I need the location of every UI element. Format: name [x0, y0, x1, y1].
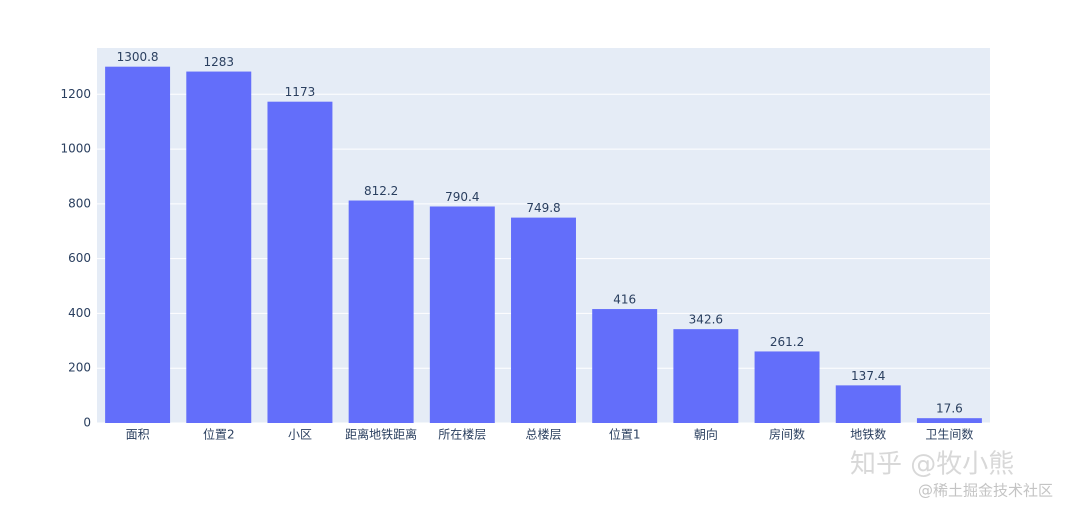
data-label: 1173: [285, 85, 316, 99]
bar: [673, 329, 739, 423]
data-label: 790.4: [445, 190, 479, 204]
data-label: 17.6: [936, 402, 963, 416]
x-tick-label: 朝向: [694, 427, 718, 442]
x-tick-label: 位置1: [609, 427, 641, 442]
watermark: 知乎 @牧小熊: [850, 450, 1014, 480]
bar: [429, 206, 495, 423]
x-tick-label: 卫生间数: [925, 427, 973, 442]
y-tick-label: 200: [68, 361, 91, 375]
bar: [754, 351, 820, 423]
plot-layer: 0 200 400 600 800 1000 1200 面积 1300.8 位置2 1283 小区 11…: [60, 50, 990, 442]
bar: [916, 418, 982, 423]
x-tick-label: 总楼层: [525, 427, 561, 442]
watermark: @稀土掘金技术社区: [918, 482, 1053, 500]
bar: [267, 101, 333, 423]
y-tick-label: 600: [68, 251, 91, 265]
y-tick-label: 1000: [60, 142, 91, 156]
x-tick-label: 距离地铁距离: [345, 427, 417, 442]
x-tick-label: 位置2: [203, 427, 235, 442]
bar: [105, 66, 171, 423]
data-label: 261.2: [770, 335, 804, 349]
data-label: 1283: [203, 55, 234, 69]
x-tick-label: 房间数: [769, 427, 805, 442]
y-tick-label: 0: [83, 416, 91, 430]
data-label: 342.6: [689, 313, 723, 327]
bar: [511, 217, 576, 423]
y-tick-label: 1200: [60, 87, 91, 101]
bar: [592, 309, 658, 423]
x-tick-label: 面积: [126, 428, 150, 442]
bar: [348, 200, 414, 423]
data-label: 137.4: [851, 369, 885, 383]
x-tick-label: 地铁数: [850, 427, 886, 442]
y-tick-label: 400: [68, 306, 91, 320]
data-label: 749.8: [526, 201, 560, 215]
data-label: 416: [613, 293, 636, 307]
x-tick-label: 小区: [288, 428, 312, 442]
data-label: 812.2: [364, 184, 398, 198]
y-tick-label: 800: [68, 196, 91, 210]
bar: [186, 71, 252, 423]
bar: [835, 385, 901, 423]
x-tick-label: 所在楼层: [438, 427, 486, 442]
data-label: 1300.8: [117, 50, 159, 64]
